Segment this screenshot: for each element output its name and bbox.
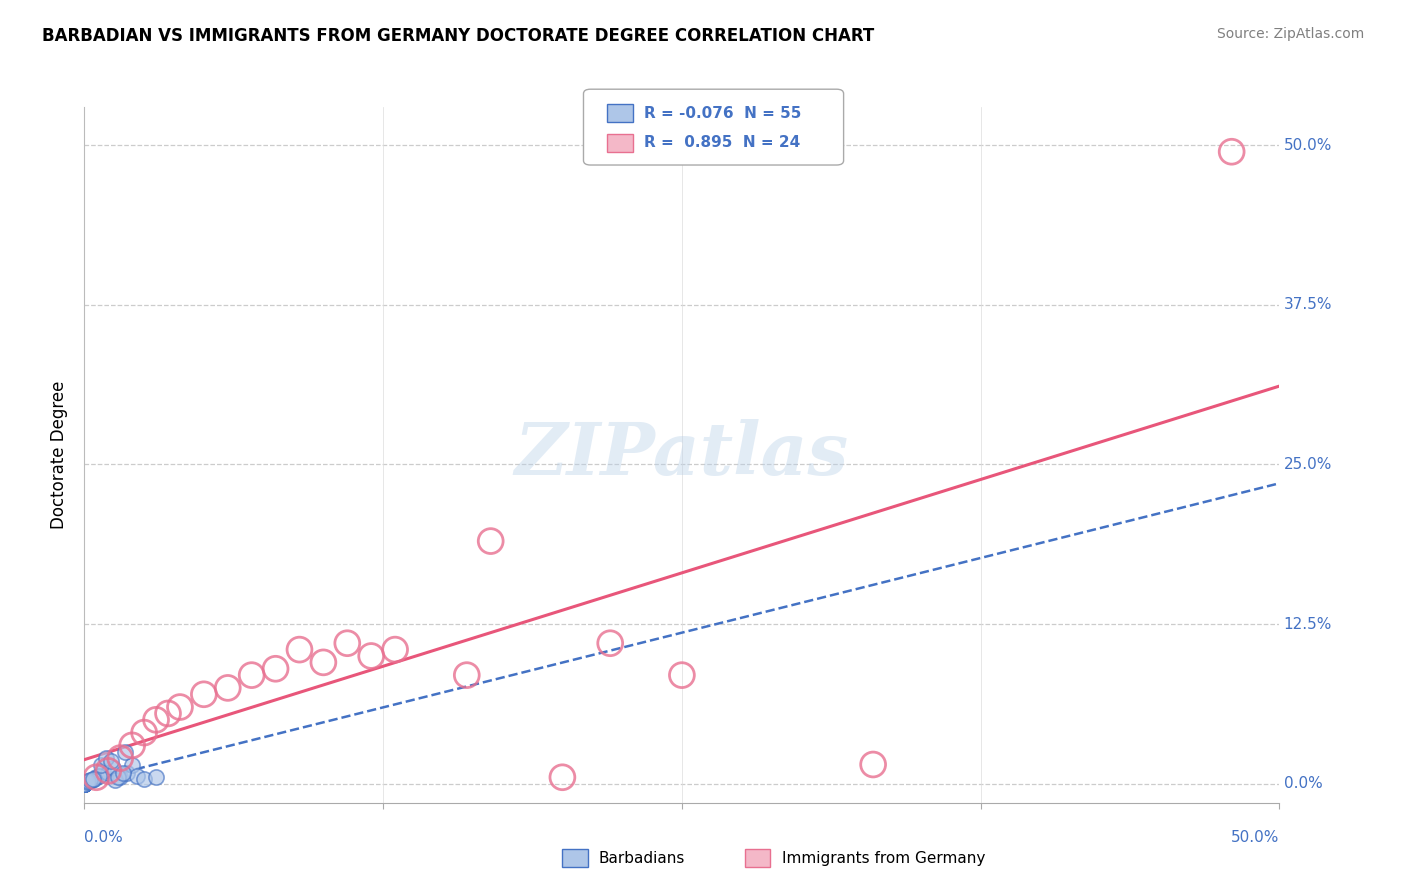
Point: [121, 757, 143, 772]
Point: [145, 713, 167, 727]
Point: [73, 777, 96, 791]
Point: [456, 668, 478, 682]
Point: [73, 777, 96, 791]
Text: 50.0%: 50.0%: [1232, 830, 1279, 845]
Point: [145, 770, 167, 784]
Point: [312, 656, 335, 670]
Point: [84, 770, 107, 784]
Point: [73, 777, 96, 791]
Point: [101, 761, 124, 775]
Point: [83, 772, 105, 786]
Text: 0.0%: 0.0%: [84, 830, 124, 845]
Point: [100, 754, 122, 768]
Point: [80, 772, 103, 787]
Point: [77, 774, 100, 789]
Point: [73, 777, 96, 791]
Point: [73, 777, 96, 791]
Point: [862, 757, 884, 772]
Point: [73, 777, 96, 791]
Point: [73, 777, 96, 791]
Text: Source: ZipAtlas.com: Source: ZipAtlas.com: [1216, 27, 1364, 41]
Point: [73, 777, 96, 791]
Point: [114, 745, 136, 759]
Point: [73, 777, 96, 791]
Point: [288, 642, 311, 657]
Point: [169, 700, 191, 714]
Point: [599, 636, 621, 650]
Point: [73, 777, 96, 791]
Point: [73, 777, 96, 791]
Point: [117, 766, 139, 780]
Point: [79, 772, 101, 787]
Point: [240, 668, 263, 682]
Point: [73, 777, 96, 791]
Point: [111, 766, 134, 780]
Point: [73, 777, 96, 791]
Point: [132, 772, 156, 786]
Point: [479, 534, 502, 549]
Point: [73, 777, 96, 791]
Point: [73, 777, 96, 791]
Text: R = -0.076  N = 55: R = -0.076 N = 55: [644, 106, 801, 120]
Text: 50.0%: 50.0%: [1284, 138, 1331, 153]
Text: ZIPatlas: ZIPatlas: [515, 419, 849, 491]
Point: [76, 775, 98, 789]
Point: [77, 774, 100, 789]
Text: 0.0%: 0.0%: [1284, 776, 1323, 791]
Point: [97, 766, 120, 780]
Point: [125, 769, 148, 783]
Point: [384, 642, 406, 657]
Point: [73, 777, 96, 791]
Point: [73, 777, 96, 791]
Point: [73, 777, 96, 791]
Point: [121, 739, 143, 753]
Point: [360, 648, 382, 663]
Point: [110, 751, 132, 765]
Point: [93, 764, 115, 778]
Point: [73, 777, 96, 791]
Point: [97, 764, 120, 778]
Point: [264, 662, 287, 676]
Text: 37.5%: 37.5%: [1284, 297, 1331, 312]
Point: [87, 769, 110, 783]
Point: [157, 706, 180, 721]
Text: R =  0.895  N = 24: R = 0.895 N = 24: [644, 136, 800, 150]
Point: [73, 777, 96, 791]
Point: [193, 687, 215, 701]
Text: BARBADIAN VS IMMIGRANTS FROM GERMANY DOCTORATE DEGREE CORRELATION CHART: BARBADIAN VS IMMIGRANTS FROM GERMANY DOC…: [42, 27, 875, 45]
Y-axis label: Doctorate Degree: Doctorate Degree: [51, 381, 69, 529]
Point: [73, 777, 96, 791]
Point: [107, 770, 129, 784]
Point: [671, 668, 693, 682]
Text: Barbadians: Barbadians: [599, 851, 685, 865]
Point: [336, 636, 359, 650]
Point: [73, 777, 96, 791]
Point: [90, 757, 112, 772]
Point: [73, 777, 96, 791]
Point: [110, 770, 132, 784]
Point: [1220, 145, 1243, 159]
Point: [73, 777, 96, 791]
Text: Immigrants from Germany: Immigrants from Germany: [782, 851, 986, 865]
Point: [132, 725, 156, 739]
Point: [551, 770, 574, 784]
Point: [73, 777, 96, 791]
Point: [84, 770, 107, 784]
Point: [73, 777, 96, 791]
Text: 12.5%: 12.5%: [1284, 616, 1331, 632]
Point: [73, 777, 96, 791]
Point: [217, 681, 239, 695]
Text: 25.0%: 25.0%: [1284, 457, 1331, 472]
Point: [73, 777, 96, 791]
Point: [94, 751, 117, 765]
Point: [82, 772, 104, 786]
Point: [73, 777, 96, 791]
Point: [104, 772, 127, 787]
Point: [73, 777, 96, 791]
